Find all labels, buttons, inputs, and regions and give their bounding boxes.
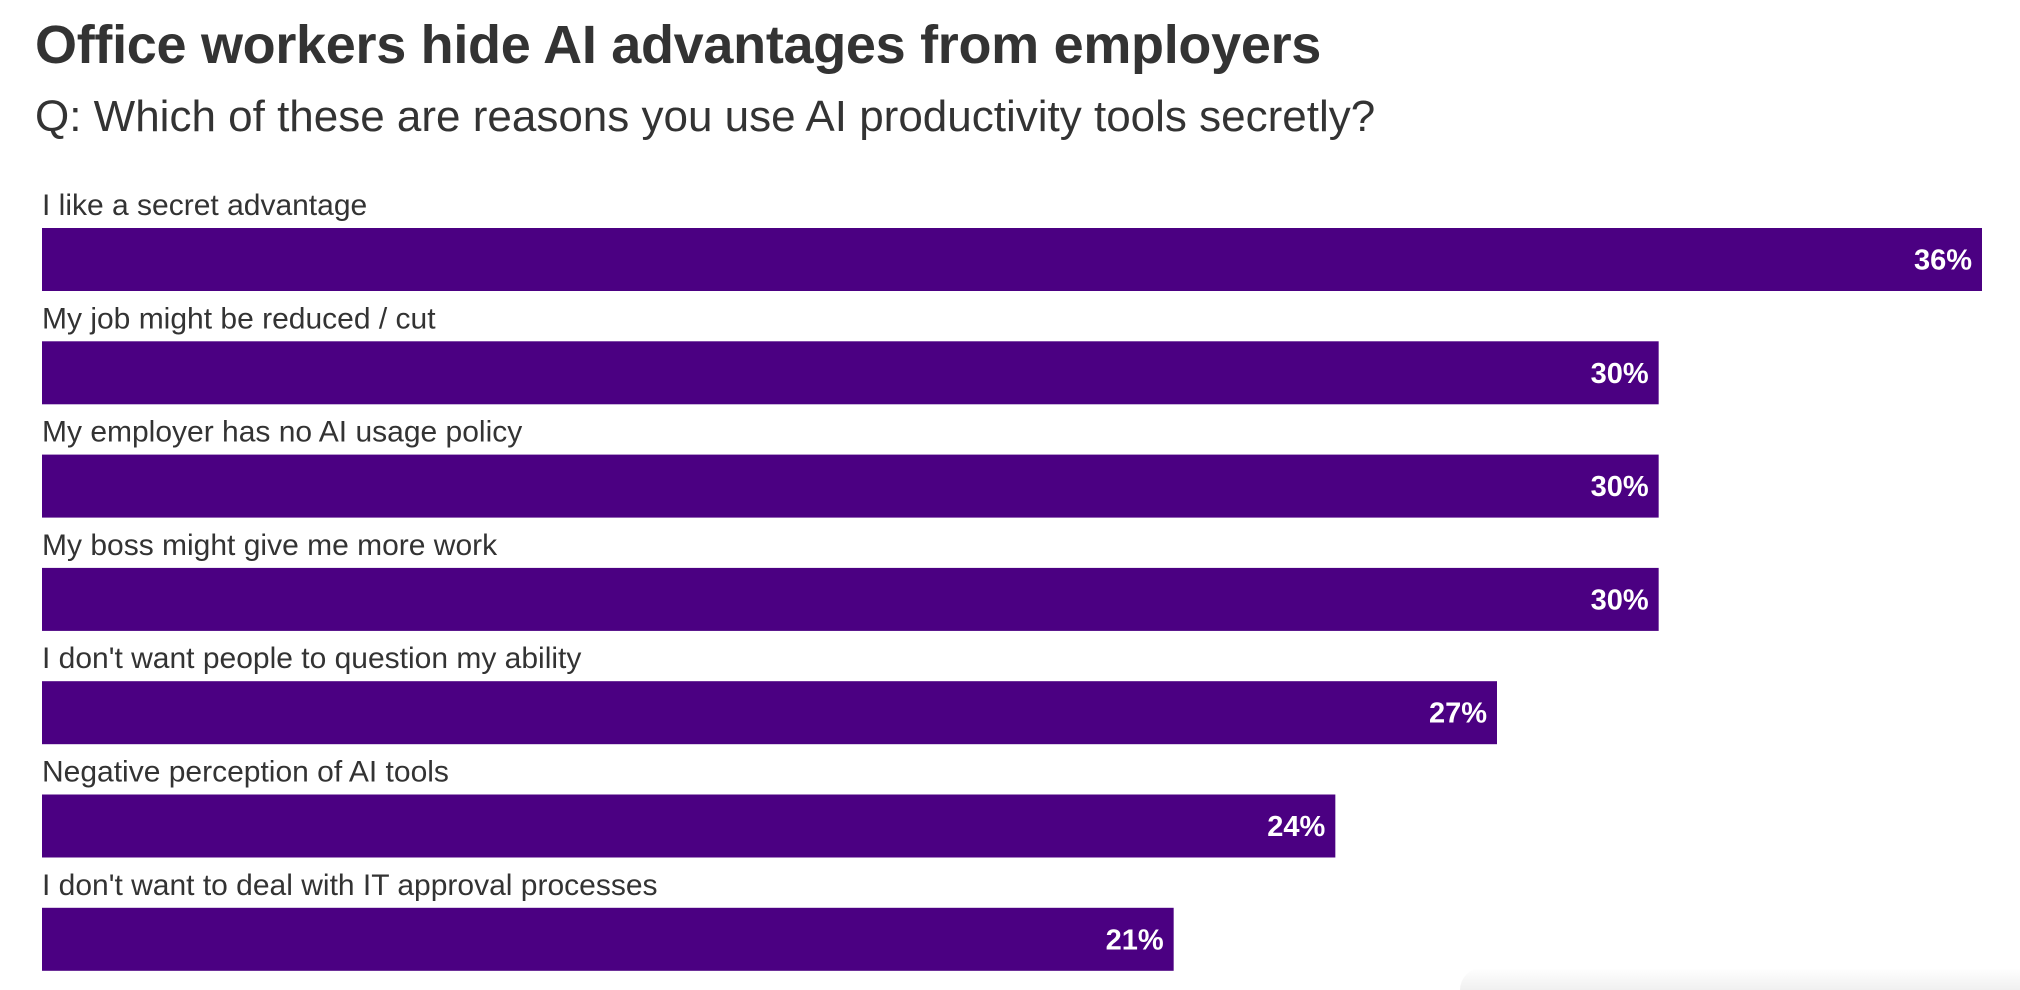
- bar: [42, 567, 1659, 631]
- value-label: 27%: [1429, 698, 1487, 730]
- category-label: I don't want to deal with IT approval pr…: [42, 869, 658, 902]
- bar: [42, 681, 1497, 745]
- chart-title: Office workers hide AI advantages from e…: [35, 15, 1322, 75]
- category-label: My boss might give me more work: [42, 529, 498, 562]
- category-label: I like a secret advantage: [42, 189, 367, 222]
- value-label: 30%: [1591, 471, 1649, 503]
- category-label: I don't want people to question my abili…: [42, 642, 581, 675]
- category-label: My job might be reduced / cut: [42, 302, 436, 335]
- bar: [42, 228, 1982, 291]
- category-label: Negative perception of AI tools: [42, 756, 449, 789]
- value-label: 30%: [1591, 358, 1649, 390]
- category-label: My employer has no AI usage policy: [42, 416, 522, 449]
- value-label: 21%: [1106, 924, 1164, 956]
- value-label: 30%: [1591, 584, 1649, 616]
- value-label: 36%: [1914, 245, 1972, 277]
- bar: [42, 794, 1336, 858]
- corner-shadow: [1460, 968, 2020, 990]
- bar: [42, 907, 1174, 971]
- bar: [42, 341, 1659, 405]
- chart-subtitle: Q: Which of these are reasons you use AI…: [35, 92, 1376, 141]
- bar: [42, 454, 1659, 518]
- value-label: 24%: [1267, 811, 1325, 843]
